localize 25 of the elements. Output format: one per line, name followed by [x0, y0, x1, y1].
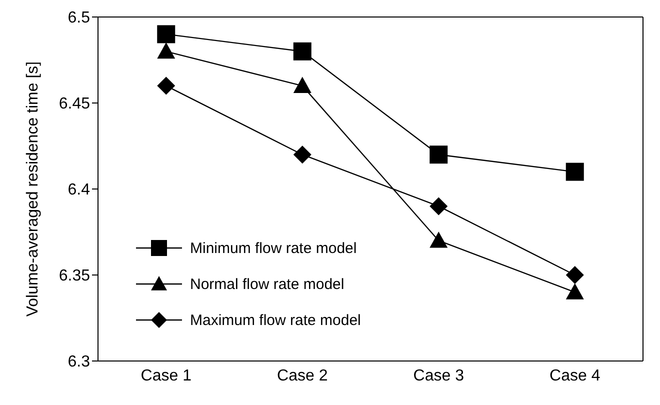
x-tick-label: Case 4 [550, 367, 600, 384]
x-tick-label: Case 1 [140, 367, 192, 384]
point [566, 283, 584, 300]
x-tick-label: Case 3 [413, 367, 464, 384]
y-tick-label: 6.45 [58, 96, 90, 113]
legend-label: Normal flow rate model [190, 276, 344, 292]
point [293, 42, 312, 60]
point [566, 266, 584, 284]
point [293, 146, 312, 164]
y-tick-label: 6.5 [68, 10, 90, 27]
point [566, 162, 584, 181]
point [293, 76, 312, 93]
point [157, 42, 176, 59]
x-tick-label: Case 2 [277, 367, 328, 384]
point [157, 76, 176, 95]
point [430, 146, 448, 164]
y-axis-title: Volume-averaged residence time [s] [24, 61, 42, 317]
point [430, 197, 448, 216]
y-tick-label: 6.4 [68, 182, 90, 199]
y-tick-label: 6.3 [68, 354, 90, 371]
point [157, 25, 176, 44]
legend-label: Maximum flow rate model [190, 312, 361, 328]
point [430, 232, 448, 248]
y-tick-label: 6.35 [58, 268, 90, 285]
legend-label: Minimum flow rate model [190, 240, 357, 256]
